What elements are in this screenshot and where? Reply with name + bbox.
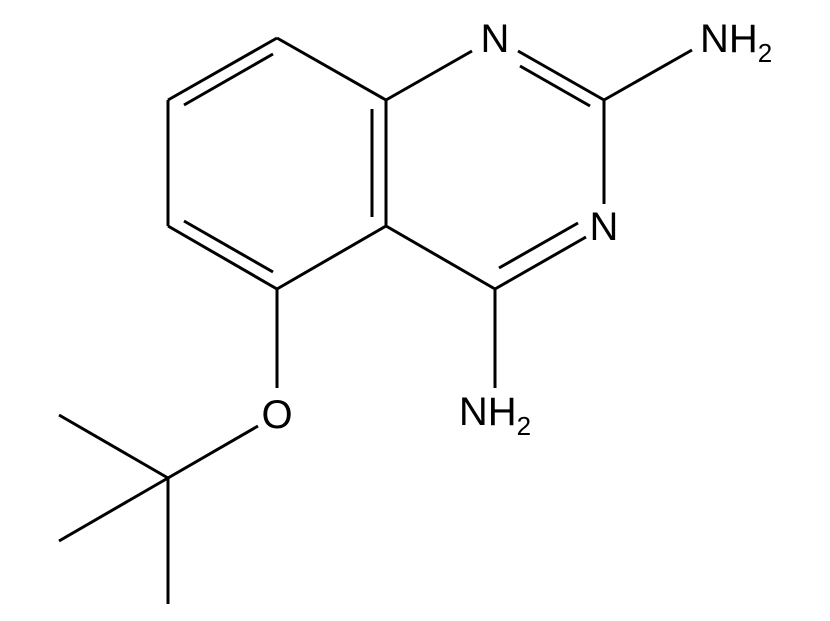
atom-o: O — [261, 393, 292, 437]
atom-nh2-bot: NH2 — [459, 390, 531, 441]
bond-c4-c4a — [386, 226, 495, 289]
bond-c8a-n1 — [386, 51, 472, 100]
bond-o-ct — [168, 426, 258, 478]
bond-c5-c4a — [277, 226, 386, 289]
bond-ct-me2 — [59, 478, 168, 541]
molecule-canvas: N N NH2 NH2 O — [0, 0, 830, 621]
bond-c8-c7-inner — [184, 54, 273, 105]
bond-c6-c5-inner — [184, 221, 273, 272]
atom-n1: N — [481, 17, 510, 61]
bond-c8-c7-outer — [168, 38, 277, 100]
bond-c2-nh2top — [604, 50, 692, 100]
atom-n3: N — [590, 205, 619, 249]
bond-n3-c4-inner — [499, 223, 578, 268]
bond-ct-me1 — [59, 415, 168, 478]
bond-n1-c2-outer — [518, 51, 604, 100]
atom-nh2-top: NH2 — [700, 17, 772, 68]
bond-c8a-c8 — [277, 38, 386, 100]
bond-c6-c5-outer — [168, 226, 277, 289]
